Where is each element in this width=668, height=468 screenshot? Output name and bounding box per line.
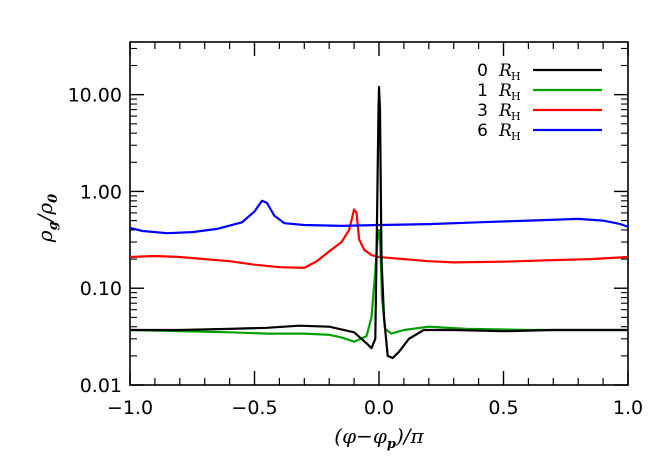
legend-label: 0 <box>477 61 488 81</box>
y-tick-label: 1.00 <box>80 181 122 203</box>
x-tick-label: 0.0 <box>364 397 394 419</box>
x-tick-label: −0.5 <box>231 397 277 419</box>
series-line-1-rh <box>129 228 628 343</box>
legend-subscript: H <box>511 70 521 83</box>
y-tick-label: 10.00 <box>68 85 122 107</box>
x-tick-label: 0.5 <box>488 397 518 419</box>
legend-label: 3 <box>477 101 488 121</box>
y-axis-title: ρg/ρ0 <box>33 194 61 243</box>
x-axis-title: (φ−φp)/π <box>334 424 424 452</box>
series-line-3-rh <box>129 208 629 269</box>
legend-r-symbol: R <box>498 101 512 121</box>
y-tick-labels: 0.01 0.10 1.00 10.00 <box>68 85 122 397</box>
legend: 0 R H1 R H3 R H6 R H <box>477 61 602 143</box>
series-line-6-rh <box>129 199 629 235</box>
legend-r-symbol: R <box>498 121 512 141</box>
series-line-0-rh <box>130 85 628 360</box>
x-tick-label: 1.0 <box>613 397 643 419</box>
legend-r-symbol: R <box>498 81 512 101</box>
legend-r-symbol: R <box>498 61 512 81</box>
x-tick-label: −1.0 <box>107 397 153 419</box>
legend-subscript: H <box>511 130 521 143</box>
axis-ticks <box>129 42 629 386</box>
legend-subscript: H <box>511 110 521 123</box>
x-tick-labels: −1.0 −0.5 0.0 0.5 1.0 <box>107 397 643 419</box>
series-lines <box>129 85 629 360</box>
y-tick-label: 0.01 <box>80 375 122 397</box>
y-tick-label: 0.10 <box>80 278 122 300</box>
legend-label: 1 <box>477 81 488 101</box>
legend-subscript: H <box>511 90 521 103</box>
legend-label: 6 <box>477 121 488 141</box>
